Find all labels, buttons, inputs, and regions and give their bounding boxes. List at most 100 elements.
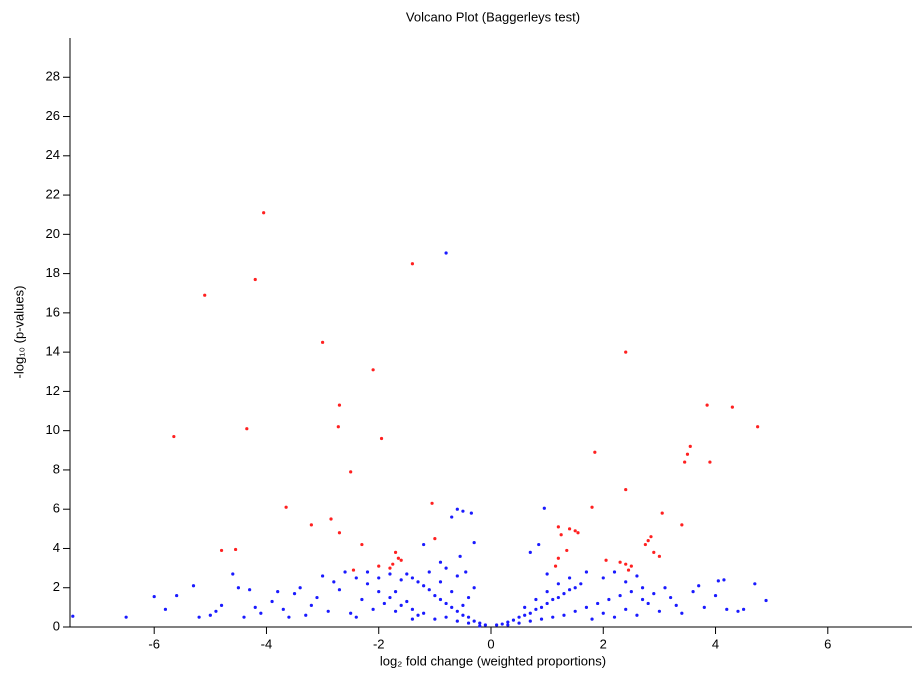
point (708, 460, 712, 464)
point (764, 598, 768, 603)
point (309, 603, 313, 608)
point (590, 617, 594, 621)
point (573, 609, 577, 613)
point (391, 562, 395, 566)
point (292, 592, 297, 596)
x-tick-label: -4 (261, 636, 273, 651)
point (253, 277, 257, 282)
point (537, 542, 541, 547)
point (388, 572, 392, 576)
point (410, 262, 415, 266)
point (624, 607, 628, 611)
point (444, 601, 448, 606)
point (652, 550, 656, 554)
point (469, 511, 473, 515)
point (399, 603, 403, 608)
point (624, 487, 628, 492)
y-tick-label: 0 (53, 618, 60, 633)
point (517, 621, 521, 625)
point (556, 525, 560, 529)
point (528, 550, 532, 554)
point (517, 615, 521, 619)
point (663, 586, 667, 590)
point (730, 405, 734, 409)
point (466, 595, 471, 600)
point (315, 595, 319, 600)
y-tick-label: 12 (46, 383, 60, 398)
point (584, 570, 589, 574)
y-tick-label: 4 (53, 540, 60, 555)
point (506, 623, 510, 627)
point (697, 584, 701, 588)
point (337, 531, 342, 535)
point (685, 452, 690, 456)
point (539, 617, 544, 621)
point (152, 594, 156, 599)
point (422, 584, 426, 588)
point (276, 590, 280, 594)
point (416, 580, 420, 584)
point (231, 572, 235, 576)
point (377, 564, 381, 568)
point (567, 527, 572, 531)
point (567, 576, 572, 580)
point (551, 615, 555, 619)
y-tick-label: 26 (46, 108, 60, 123)
point (604, 558, 608, 562)
point (337, 403, 342, 407)
point (365, 582, 370, 586)
point (669, 595, 673, 600)
point (624, 350, 628, 354)
point (511, 618, 516, 622)
point (405, 599, 409, 604)
point (612, 570, 617, 574)
point (388, 566, 392, 570)
y-tick-label: 10 (46, 422, 60, 437)
point (450, 515, 454, 519)
point (539, 605, 544, 609)
point (371, 607, 375, 611)
point (643, 542, 647, 547)
point (601, 611, 605, 615)
point (556, 556, 560, 560)
point (248, 588, 252, 592)
point (742, 607, 746, 611)
point (175, 593, 179, 598)
point (236, 586, 240, 590)
point (259, 611, 263, 615)
point (680, 611, 684, 615)
point (506, 620, 510, 624)
point (371, 368, 375, 372)
point (483, 623, 487, 627)
point (450, 590, 454, 594)
point (416, 613, 420, 617)
point (405, 572, 409, 576)
point (478, 624, 482, 628)
point (455, 574, 459, 578)
point (545, 572, 549, 576)
point (399, 578, 403, 582)
point (753, 582, 757, 586)
point (551, 597, 555, 602)
y-tick-label: 22 (46, 187, 60, 202)
point (562, 613, 566, 617)
point (377, 576, 381, 580)
point (702, 605, 706, 609)
point (466, 621, 471, 625)
point (219, 548, 224, 553)
point (545, 590, 549, 594)
point (422, 542, 426, 547)
y-tick-label: 28 (46, 69, 60, 84)
point (354, 576, 358, 580)
y-tick-label: 20 (46, 226, 60, 241)
point (652, 592, 656, 596)
point (354, 615, 358, 619)
point (304, 613, 308, 617)
point (444, 615, 448, 619)
point (438, 560, 443, 564)
point (584, 605, 589, 609)
point (472, 619, 476, 623)
y-tick-label: 6 (53, 501, 60, 516)
point (455, 609, 459, 613)
